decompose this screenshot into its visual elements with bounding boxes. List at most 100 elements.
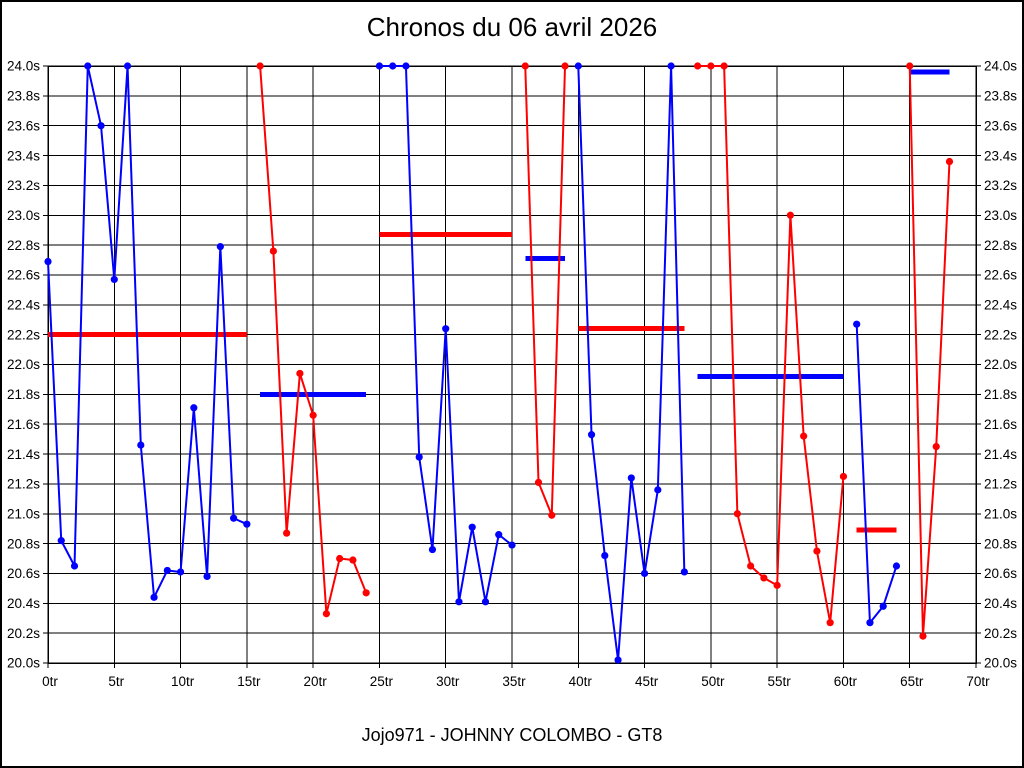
lap-time-point: [839, 472, 848, 481]
y-axis-label-right: 21.8s: [984, 387, 1017, 402]
lap-time-point: [640, 569, 649, 578]
lap-time-point: [733, 510, 741, 518]
lap-time-point: [879, 602, 887, 610]
lap-time-point: [892, 562, 901, 570]
y-axis-label-right: 23.6s: [984, 118, 1017, 133]
lap-time-point: [707, 62, 715, 70]
lap-time-point: [826, 619, 834, 627]
lap-time-point: [349, 556, 357, 564]
y-axis-label-right: 22.4s: [984, 298, 1017, 313]
lap-time-point: [455, 598, 463, 606]
lap-time-point: [932, 442, 940, 451]
lap-time-point: [720, 62, 728, 70]
lap-time-line: [908, 65, 951, 638]
y-axis-label-right: 24.0s: [984, 59, 1017, 74]
x-axis-label: 30tr: [436, 674, 460, 689]
y-axis-label-left: 22.4s: [7, 298, 40, 313]
lap-time-point: [402, 62, 410, 70]
y-axis-label-left: 24.0s: [7, 59, 40, 74]
lap-time-point: [601, 551, 609, 560]
lap-time-point: [813, 547, 821, 555]
y-axis-label-left: 21.4s: [7, 447, 40, 462]
lap-time-point: [296, 369, 304, 378]
lap-time-point: [70, 562, 79, 570]
stint-average-lines: [48, 69, 950, 533]
lap-time-point: [283, 529, 291, 537]
x-axis-label: 35tr: [502, 674, 526, 689]
lap-time-point: [786, 211, 795, 219]
y-axis-label-left: 23.6s: [7, 118, 40, 133]
y-axis-label-right: 22.0s: [984, 357, 1017, 372]
lap-time-point: [97, 122, 105, 130]
y-axis-label-left: 21.6s: [7, 417, 40, 432]
lap-time-point: [336, 554, 344, 563]
lap-time-point: [627, 474, 635, 482]
lap-time-point: [428, 545, 437, 554]
x-axis-label: 50tr: [701, 674, 725, 689]
lap-time-point: [773, 581, 781, 589]
lap-time-point: [415, 453, 423, 461]
lap-time-point: [534, 478, 543, 487]
y-axis-label-right: 20.6s: [984, 566, 1017, 581]
y-axis-label-left: 20.6s: [7, 566, 40, 581]
lap-time-point: [269, 247, 277, 255]
lap-time-point: [322, 610, 330, 618]
y-axis-label-right: 22.6s: [984, 268, 1017, 283]
plot-border: [47, 65, 977, 664]
lap-time-point: [163, 566, 171, 575]
lap-time-point: [123, 62, 132, 70]
y-axis-label-left: 20.2s: [7, 626, 40, 641]
lap-time-point: [906, 62, 914, 70]
lap-time-point: [587, 431, 596, 439]
lap-time-line: [524, 65, 567, 517]
lap-time-point: [614, 656, 622, 664]
lap-time-point: [495, 531, 503, 539]
lap-time-point: [694, 62, 702, 70]
x-axis-label: 15tr: [237, 674, 261, 689]
chart-title: Chronos du 06 avril 2026: [366, 12, 658, 42]
x-axis-label: 65tr: [900, 674, 924, 689]
lap-time-point: [309, 411, 317, 419]
lap-time-point: [654, 486, 662, 494]
driver-blue-lap-times: [44, 62, 901, 664]
y-axis-label-right: 21.2s: [984, 477, 1017, 492]
lap-time-line: [696, 65, 845, 624]
lap-time-point: [521, 62, 529, 70]
y-axis-label-left: 21.2s: [7, 477, 40, 492]
lap-time-point: [945, 157, 954, 166]
lap-time-point: [137, 441, 145, 449]
y-axis-label-left: 23.0s: [7, 208, 40, 223]
x-axis-label: 20tr: [304, 674, 328, 689]
lap-time-point: [203, 572, 211, 581]
lap-time-point: [150, 593, 158, 601]
y-axis-label-right: 20.4s: [984, 596, 1017, 611]
lap-time-point: [574, 62, 582, 70]
y-axis-label-right: 23.0s: [984, 208, 1017, 223]
lap-time-line: [855, 323, 898, 624]
chart-caption: Jojo971 - JOHNNY COLOMBO - GT8: [361, 725, 663, 745]
lap-time-point: [442, 325, 450, 333]
lap-time-point: [853, 320, 861, 328]
y-axis-label-right: 20.0s: [984, 656, 1017, 671]
x-axis-label: 70tr: [966, 674, 990, 689]
driver-red-lap-times: [256, 62, 954, 640]
lap-time-point: [548, 511, 556, 519]
y-axis-label-right: 22.2s: [984, 327, 1017, 342]
y-axis-label-right: 21.4s: [984, 447, 1017, 462]
y-axis-label-left: 22.0s: [7, 357, 40, 372]
lap-time-line: [47, 65, 248, 599]
lap-time-point: [680, 568, 688, 576]
x-axis-label: 45tr: [635, 674, 659, 689]
y-axis-label-left: 20.0s: [7, 656, 40, 671]
y-axis-label-left: 23.8s: [7, 89, 40, 104]
lap-time-point: [230, 514, 238, 522]
y-axis-label-left: 23.4s: [7, 148, 40, 163]
x-axis-label: 40tr: [569, 674, 593, 689]
lap-time-point: [375, 62, 384, 70]
x-axis-label: 25tr: [370, 674, 394, 689]
x-axis-label: 60tr: [834, 674, 858, 689]
y-axis-label-left: 20.4s: [7, 596, 40, 611]
lap-time-point: [866, 619, 874, 627]
